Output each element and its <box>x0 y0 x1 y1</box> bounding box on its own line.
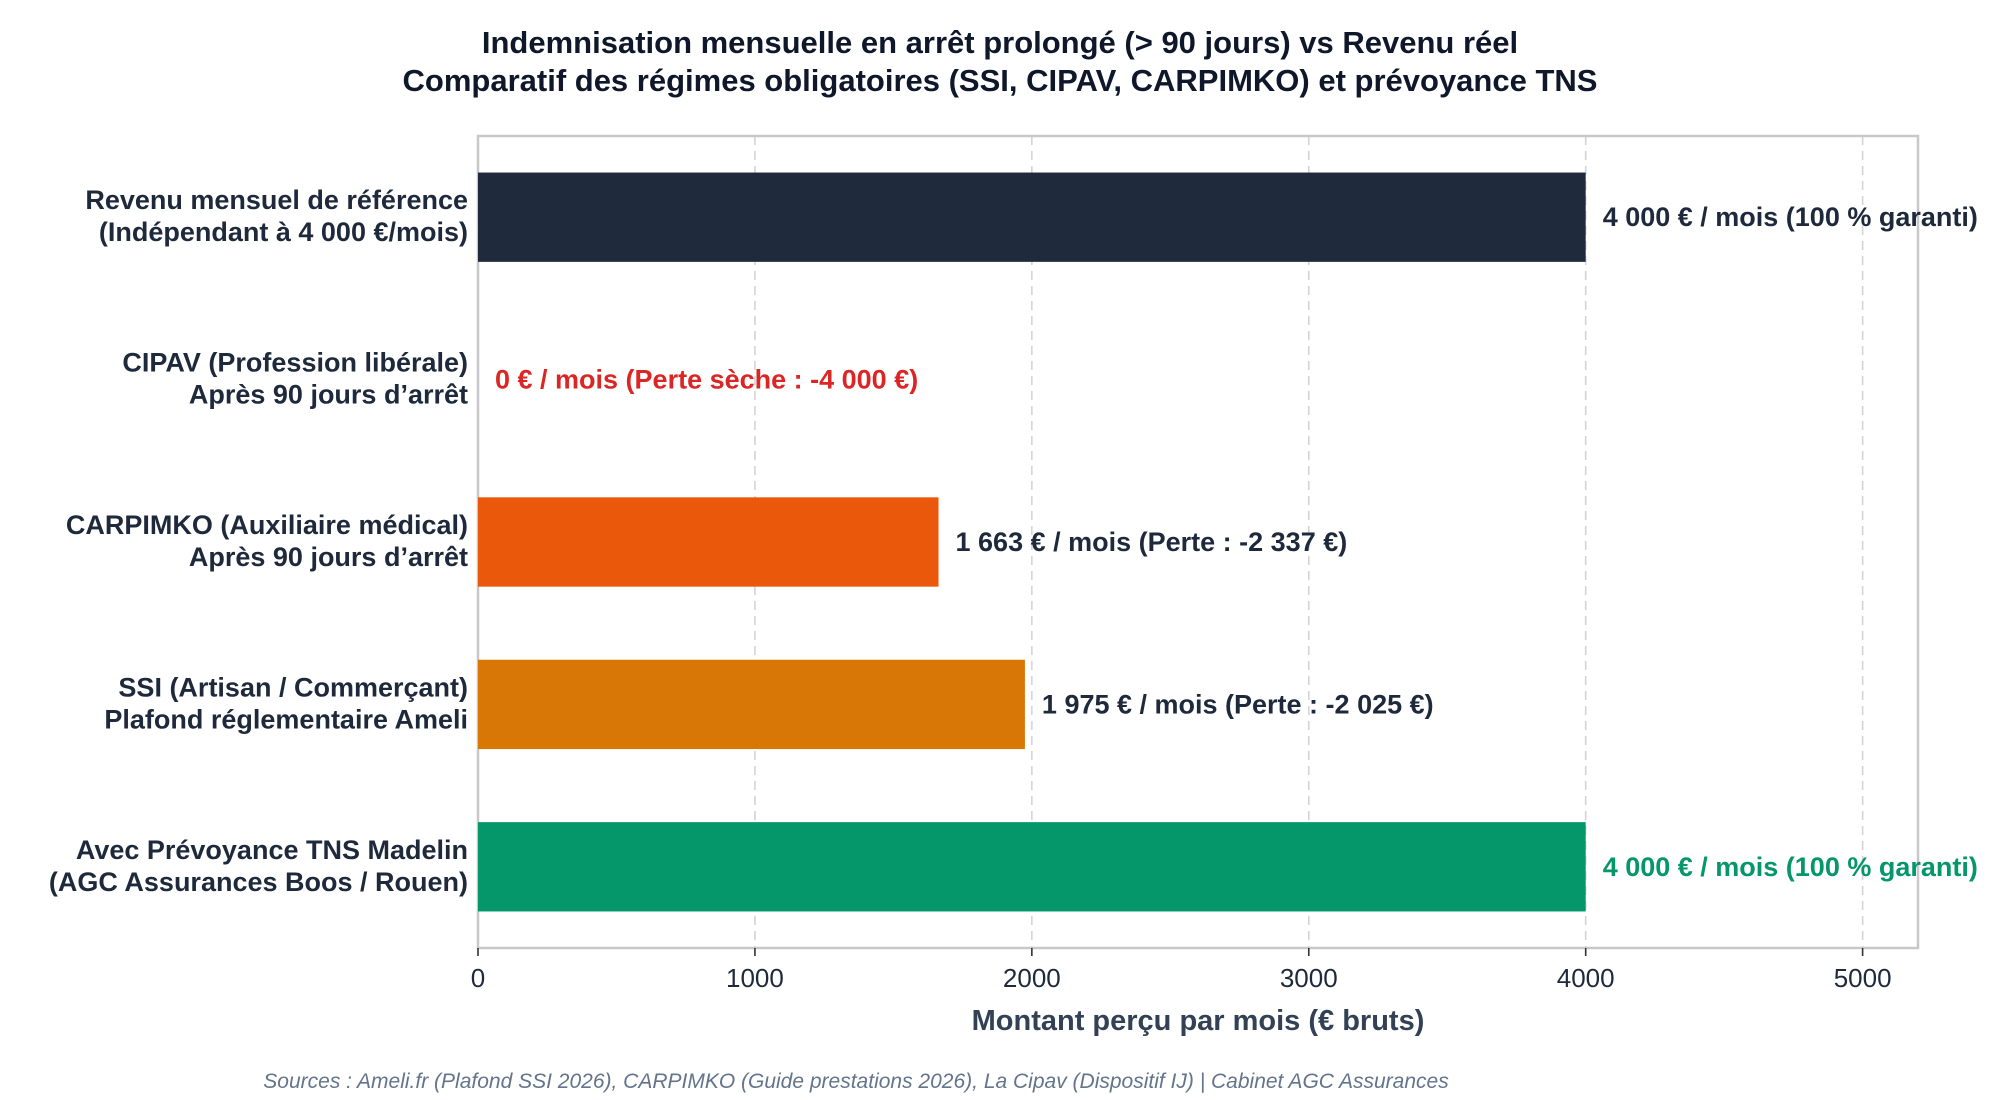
data-label: 4 000 € / mois (100 % garanti) <box>1603 852 1978 882</box>
data-label: 0 € / mois (Perte sèche : -4 000 €) <box>495 365 918 395</box>
bar <box>478 172 1586 262</box>
data-label: 4 000 € / mois (100 % garanti) <box>1603 202 1978 232</box>
data-label: 1 975 € / mois (Perte : -2 025 €) <box>1042 689 1434 719</box>
x-tick-label: 2000 <box>1003 963 1061 993</box>
bar <box>478 497 939 587</box>
y-tick-label: CIPAV (Profession libérale) Après 90 jour… <box>122 348 468 410</box>
x-tick-label: 1000 <box>726 963 784 993</box>
x-axis-label: Montant perçu par mois (€ bruts) <box>971 1005 1425 1037</box>
y-tick-label: SSI (Artisan / Commerçant) Plafond réglem… <box>104 672 468 734</box>
chart-title: Indemnisation mensuelle en arrêt prolong… <box>200 24 1800 100</box>
sources-footnote: Sources : Ameli.fr (Plafond SSI 2026), C… <box>263 1070 1449 1093</box>
y-tick-label: Avec Prévoyance TNS Madelin (AGC Assuranc… <box>49 835 468 897</box>
x-tick-label: 5000 <box>1834 963 1892 993</box>
x-tick-label: 3000 <box>1280 963 1338 993</box>
data-label: 1 663 € / mois (Perte : -2 337 €) <box>956 527 1348 557</box>
bar <box>478 822 1586 912</box>
x-tick-label: 4000 <box>1557 963 1615 993</box>
y-tick-label: CARPIMKO (Auxiliaire médical) Après 90 jo… <box>66 510 468 572</box>
y-tick-label: Revenu mensuel de référence (Indépendant … <box>85 185 468 247</box>
bar <box>478 659 1025 750</box>
x-tick-label: 0 <box>471 963 485 993</box>
chart-title-line: Indemnisation mensuelle en arrêt prolong… <box>481 25 1519 60</box>
chart-subtitle-line: Comparatif des régimes obligatoires (SSI… <box>402 63 1598 98</box>
